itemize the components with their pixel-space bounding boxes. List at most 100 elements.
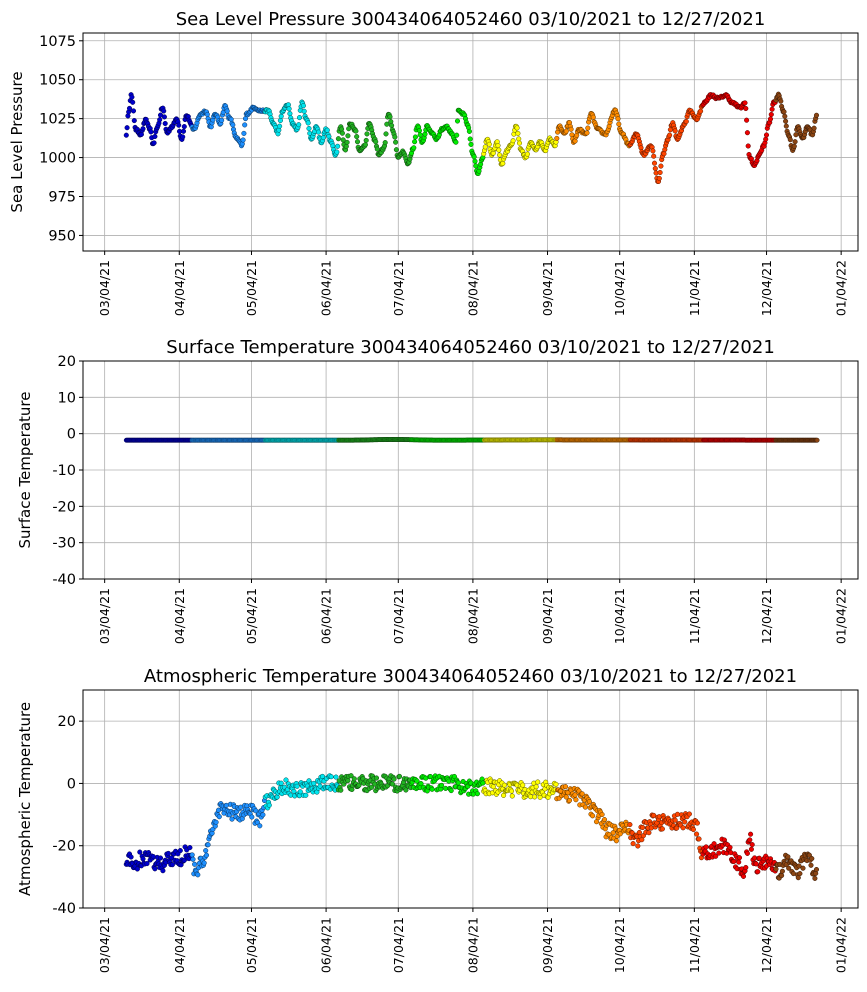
data-point	[249, 814, 255, 820]
surface-temperature-chart: -40 -30 -20 -10 0 10 20 03/04/21 04/04/21 05/04/2…	[16, 337, 859, 644]
data-point	[296, 122, 302, 128]
data-point	[696, 836, 702, 842]
data-point	[165, 850, 171, 856]
data-point	[137, 849, 143, 855]
data-point	[582, 804, 588, 810]
data-point	[806, 852, 812, 858]
data-point	[779, 868, 785, 874]
x-tick-label: 03/04/21	[97, 260, 112, 316]
data-point	[151, 140, 157, 146]
data-point	[744, 850, 750, 856]
data-point	[301, 108, 307, 114]
chart-title: Sea Level Pressure 300434064052460 03/10…	[176, 9, 766, 30]
data-point	[201, 860, 207, 866]
data-point	[319, 773, 326, 779]
data-point	[334, 149, 340, 155]
data-point	[287, 111, 293, 117]
x-tick-label: 12/04/21	[759, 260, 774, 316]
x-tick-label: 06/04/21	[319, 588, 334, 644]
data-point	[305, 120, 311, 126]
data-point	[328, 774, 334, 780]
data-point	[161, 114, 167, 120]
y-tick-label: -20	[52, 839, 76, 855]
x-tick-label: 12/04/21	[759, 588, 774, 644]
data-point	[219, 117, 225, 123]
data-point	[767, 116, 774, 122]
x-tick-label: 04/04/21	[172, 588, 187, 644]
data-point	[658, 163, 664, 169]
data-point	[480, 780, 486, 786]
data-point	[748, 846, 754, 852]
data-point	[743, 105, 749, 112]
data-point	[486, 141, 492, 147]
data-point	[203, 848, 209, 854]
data-point	[414, 778, 420, 784]
data-point	[392, 134, 398, 140]
data-point	[535, 779, 541, 785]
data-point	[213, 819, 219, 825]
data-point	[181, 124, 187, 130]
data-point	[190, 856, 196, 862]
data-point	[474, 791, 480, 797]
data-point	[748, 831, 754, 837]
x-tick-label: 11/04/21	[687, 917, 702, 973]
data-point	[157, 117, 163, 123]
data-point	[590, 813, 596, 819]
data-point	[782, 113, 788, 119]
data-point	[303, 792, 309, 798]
data-point	[585, 125, 591, 131]
data-point	[736, 859, 742, 865]
data-point	[657, 169, 663, 176]
x-tick-label: 09/04/21	[540, 917, 555, 973]
data-point	[797, 871, 803, 877]
data-point	[674, 825, 680, 831]
data-point	[572, 138, 578, 144]
data-point	[667, 132, 673, 138]
data-point	[793, 132, 799, 138]
data-point	[811, 125, 817, 131]
data-point	[455, 780, 461, 786]
data-point	[731, 858, 737, 864]
data-point	[651, 160, 658, 166]
data-point	[781, 109, 787, 115]
data-point	[128, 854, 134, 860]
x-tick-label: 09/04/21	[540, 588, 555, 644]
data-point	[254, 819, 260, 825]
data-point	[682, 819, 688, 825]
data-point	[683, 118, 689, 125]
data-point	[389, 122, 395, 129]
data-point	[411, 145, 417, 151]
data-point	[490, 784, 496, 790]
y-axis-label: Surface Temperature	[16, 392, 34, 549]
data-point	[510, 138, 516, 144]
y-tick-label: 10	[58, 390, 76, 406]
data-point	[387, 114, 393, 120]
data-point	[747, 837, 753, 843]
x-tick-label: 11/04/21	[687, 260, 702, 316]
data-point	[646, 830, 652, 836]
data-point	[796, 863, 802, 869]
data-point	[791, 143, 797, 149]
data-point	[351, 776, 357, 782]
data-point	[813, 112, 820, 118]
data-point	[300, 103, 306, 109]
y-tick-label: 1025	[39, 112, 76, 128]
data-point	[694, 820, 700, 826]
data-point	[814, 437, 820, 443]
data-point	[599, 811, 605, 818]
data-point	[260, 812, 266, 818]
data-point	[384, 121, 390, 127]
data-point	[291, 788, 297, 794]
data-point	[382, 140, 388, 146]
data-point	[345, 133, 351, 139]
data-point	[391, 776, 397, 782]
x-tick-label: 08/04/21	[465, 260, 480, 316]
chart-title: Atmospheric Temperature 300434064052460 …	[144, 666, 797, 687]
data-point	[659, 826, 665, 832]
y-tick-label: 950	[48, 228, 76, 244]
data-point	[615, 116, 621, 122]
data-point	[148, 129, 154, 135]
data-point	[809, 856, 815, 862]
y-tick-label: 1075	[39, 34, 76, 50]
